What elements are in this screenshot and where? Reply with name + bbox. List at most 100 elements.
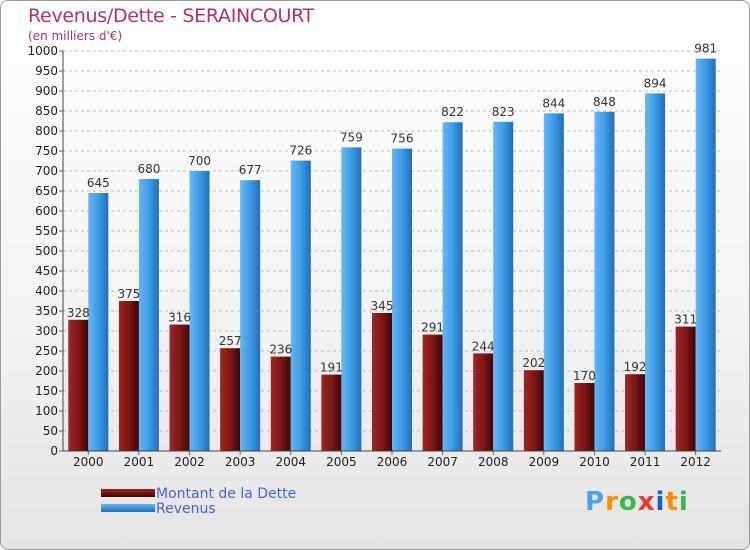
value-label-revenus-2002: 700	[188, 154, 211, 168]
logo-letter: P	[585, 487, 606, 517]
bar-revenus-2004	[290, 160, 311, 451]
x-tick-label-2011: 2011	[630, 455, 661, 469]
y-tick-label: 900	[35, 84, 58, 98]
y-tick-label: 850	[35, 104, 58, 118]
y-tick-label: 600	[35, 204, 58, 218]
x-tick-label-2000: 2000	[73, 455, 104, 469]
logo-letter: i	[655, 487, 666, 517]
bar-revenus-2007	[442, 122, 463, 451]
y-tick-label: 0	[50, 444, 58, 458]
x-tick-label-2001: 2001	[124, 455, 155, 469]
value-label-dette-2001: 375	[117, 287, 140, 301]
y-tick-label: 200	[35, 364, 58, 378]
y-tick-label: 300	[35, 324, 58, 338]
y-tick-label: 400	[35, 284, 58, 298]
logo-letter: o	[618, 487, 638, 517]
y-axis-ticks: 0 50 100 150 200 250 300 350 400 450 500 550 600 650 7…	[27, 44, 63, 458]
x-tick-label-2010: 2010	[579, 455, 610, 469]
bar-dette-2008	[473, 353, 494, 451]
chart-unit-label: (en milliers d'€)	[28, 29, 123, 43]
x-tick-label-2003: 2003	[225, 455, 256, 469]
bar-revenus-2012	[695, 58, 716, 451]
x-tick-label-2005: 2005	[326, 455, 357, 469]
logo-letter: t	[665, 487, 679, 517]
value-label-dette-2007: 291	[421, 321, 444, 335]
value-label-revenus-2000: 645	[87, 176, 110, 190]
y-tick-label: 650	[35, 184, 58, 198]
value-label-revenus-2003: 677	[239, 163, 262, 177]
bar-revenus-2003	[240, 180, 261, 451]
logo-letter: i	[678, 487, 689, 517]
legend-label-revenus: Revenus	[156, 501, 216, 517]
bar-dette-2002	[169, 324, 190, 451]
value-label-dette-2000: 328	[67, 306, 90, 320]
bar-dette-2003	[220, 348, 241, 451]
bar-dette-2005	[321, 374, 342, 451]
y-tick-label: 550	[35, 224, 58, 238]
y-tick-label: 150	[35, 384, 58, 398]
bar-dette-2011	[625, 374, 646, 451]
value-label-dette-2012: 311	[674, 313, 697, 327]
bar-revenus-2000	[88, 193, 109, 451]
y-tick-label: 500	[35, 244, 58, 258]
value-label-dette-2010: 170	[573, 369, 596, 383]
bar-revenus-2001	[138, 179, 159, 451]
y-tick-label: 950	[35, 64, 58, 78]
value-label-revenus-2010: 848	[593, 95, 616, 109]
x-tick-label-2004: 2004	[275, 455, 306, 469]
value-label-dette-2002: 316	[168, 311, 191, 325]
bar-revenus-2011	[645, 93, 666, 452]
x-tick-label-2009: 2009	[529, 455, 560, 469]
value-labels: 328 645 375 680 316 700 257 677 236 726 191 759 345 7…	[67, 42, 717, 383]
bar-dette-2009	[523, 370, 544, 451]
value-label-revenus-2004: 726	[289, 144, 312, 158]
y-tick-label: 350	[35, 304, 58, 318]
bar-dette-2004	[270, 356, 291, 451]
y-tick-label: 700	[35, 164, 58, 178]
bar-dette-2000	[68, 319, 89, 451]
logo-letter: x	[637, 487, 656, 517]
y-tick-label: 50	[43, 424, 58, 438]
y-tick-label: 450	[35, 264, 58, 278]
bar-dette-2001	[118, 301, 139, 451]
value-label-revenus-2009: 844	[542, 96, 565, 110]
y-tick-label: 800	[35, 124, 58, 138]
bar-revenus-2010	[594, 111, 615, 452]
bar-revenus-2009	[543, 113, 564, 452]
value-label-dette-2011: 192	[624, 360, 647, 374]
x-tick-label-2012: 2012	[680, 455, 711, 469]
bar-revenus-2008	[493, 121, 514, 452]
x-tick-label-2007: 2007	[427, 455, 458, 469]
value-label-dette-2008: 244	[472, 339, 495, 353]
value-label-dette-2003: 257	[219, 334, 242, 348]
bar-dette-2006	[372, 313, 392, 451]
value-label-dette-2009: 202	[522, 356, 545, 370]
bar-dette-2010	[574, 383, 595, 451]
bar-revenus-2006	[392, 148, 412, 451]
bars	[68, 58, 716, 452]
bar-dette-2012	[675, 326, 696, 451]
value-label-revenus-2005: 759	[340, 130, 363, 144]
x-tick-label-2002: 2002	[174, 455, 205, 469]
proxiti-logo: Proxiti	[585, 487, 689, 517]
value-label-revenus-2011: 894	[644, 76, 667, 90]
chart-title: Revenus/Dette - SERAINCOURT	[28, 5, 314, 27]
bar-revenus-2005	[341, 147, 362, 451]
value-label-revenus-2008: 823	[492, 105, 515, 119]
y-tick-label: 750	[35, 144, 58, 158]
logo-letter: r	[605, 487, 619, 517]
value-label-dette-2004: 236	[269, 343, 292, 357]
legend-swatch-revenus	[101, 504, 155, 512]
x-tick-label-2008: 2008	[478, 455, 509, 469]
y-tick-label: 100	[35, 404, 58, 418]
x-tick-label-2006: 2006	[377, 455, 408, 469]
value-label-revenus-2001: 680	[137, 162, 160, 176]
y-tick-label: 1000	[27, 44, 58, 58]
value-label-revenus-2006: 756	[391, 132, 414, 146]
value-label-dette-2005: 191	[320, 361, 343, 375]
bar-revenus-2002	[189, 171, 210, 451]
legend-label-dette: Montant de la Dette	[156, 486, 297, 502]
x-axis-ticks: 2000 2001 2002 2003 2004 2005 2006 2007 2008 2009…	[73, 451, 711, 469]
